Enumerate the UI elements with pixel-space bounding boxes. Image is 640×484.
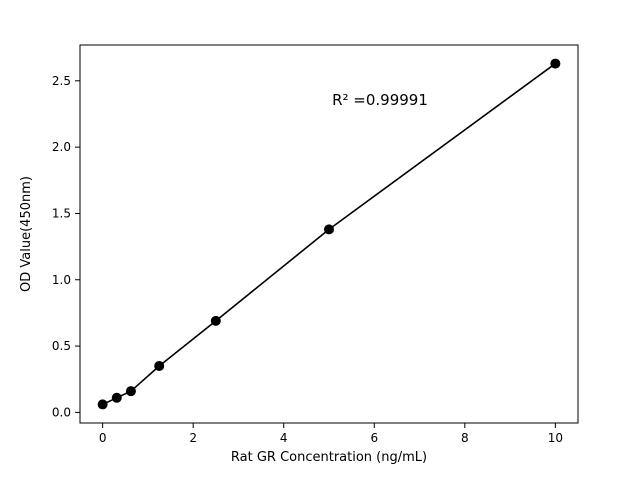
x-tick-label: 0 — [99, 431, 107, 445]
y-tick-label: 0.0 — [52, 405, 71, 419]
data-point — [550, 58, 561, 69]
data-point — [324, 224, 334, 235]
data-point — [154, 360, 165, 371]
data-points — [97, 58, 561, 410]
y-tick-label: 2.0 — [52, 140, 71, 154]
r-squared-annotation: R² =0.99991 — [332, 91, 428, 109]
y-tick-label: 0.5 — [52, 339, 71, 353]
y-tick-label: 1.5 — [52, 206, 71, 220]
x-tick-label: 4 — [280, 431, 288, 445]
y-tick-label: 1.0 — [52, 273, 71, 287]
x-tick-label: 10 — [548, 431, 563, 445]
x-tick-label: 6 — [370, 431, 378, 445]
x-axis-label: Rat GR Concentration (ng/mL) — [231, 450, 427, 465]
data-point — [111, 392, 122, 403]
data-point — [210, 315, 221, 326]
x-axis-ticks: 0 2 4 6 8 10 — [99, 423, 563, 445]
data-point — [125, 386, 136, 397]
y-tick-label: 2.5 — [52, 74, 71, 88]
x-tick-label: 2 — [189, 431, 197, 445]
data-point — [97, 399, 108, 410]
y-axis-ticks: 0.0 0.5 1.0 1.5 2.0 2.5 — [52, 74, 80, 419]
y-axis-label: OD Value(450nm) — [19, 176, 34, 292]
x-tick-label: 8 — [461, 431, 469, 445]
plot-frame — [79, 44, 579, 424]
